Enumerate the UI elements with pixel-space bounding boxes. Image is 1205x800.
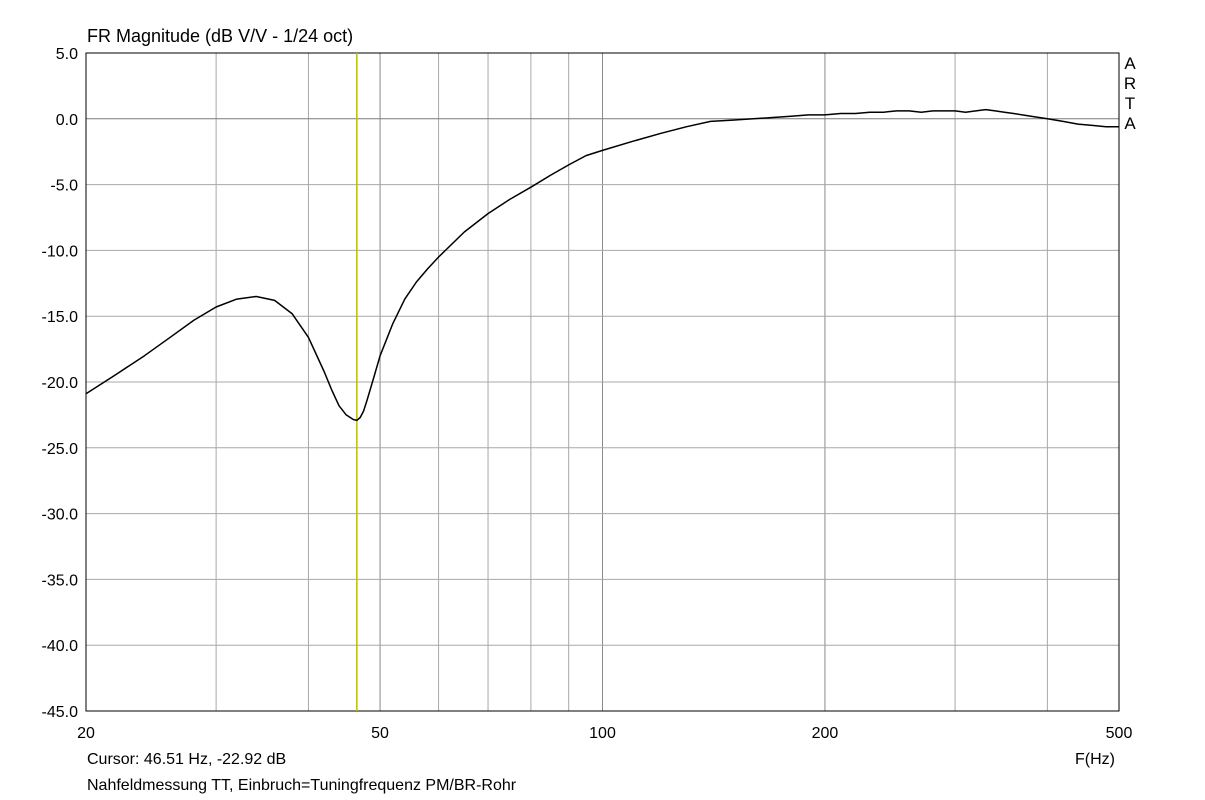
y-tick-label: -15.0 (42, 309, 79, 326)
x-axis-tick-labels: 20 50 100 200 500 (77, 725, 1132, 742)
horizontal-grid (86, 118, 1119, 646)
y-tick-label: 5.0 (56, 46, 78, 63)
y-tick-label: -35.0 (42, 572, 79, 589)
y-tick-label: -25.0 (42, 441, 79, 458)
x-axis-label: F(Hz) (1075, 751, 1115, 768)
watermark-letter: A (1124, 114, 1136, 133)
watermark-letter: T (1125, 94, 1135, 113)
x-tick-label: 50 (371, 725, 389, 742)
cursor-readout: Cursor: 46.51 Hz, -22.92 dB (87, 751, 287, 768)
y-tick-label: -20.0 (42, 375, 79, 392)
watermark-letter: A (1124, 54, 1136, 73)
x-tick-label: 100 (589, 725, 616, 742)
x-tick-label: 500 (1106, 725, 1133, 742)
x-tick-label: 20 (77, 725, 95, 742)
y-tick-label: -5.0 (50, 178, 78, 195)
frequency-response-curve (85, 108, 1119, 422)
measurement-note: Nahfeldmessung TT, Einbruch=Tuningfreque… (87, 777, 517, 794)
y-axis-tick-labels: 5.0 0.0 -5.0 -10.0 -15.0 -20.0 -25.0 -30.0 -35.0… (42, 46, 79, 721)
plot-frame (85, 52, 1120, 712)
y-tick-label: 0.0 (56, 112, 78, 129)
chart-title: FR Magnitude (dB V/V - 1/24 oct) (87, 26, 354, 46)
y-tick-label: -45.0 (42, 704, 79, 721)
y-tick-label: -10.0 (42, 243, 79, 260)
x-tick-label: 200 (812, 725, 839, 742)
watermark-letter: R (1124, 74, 1136, 93)
y-tick-label: -30.0 (42, 507, 79, 524)
y-tick-label: -40.0 (42, 638, 79, 655)
